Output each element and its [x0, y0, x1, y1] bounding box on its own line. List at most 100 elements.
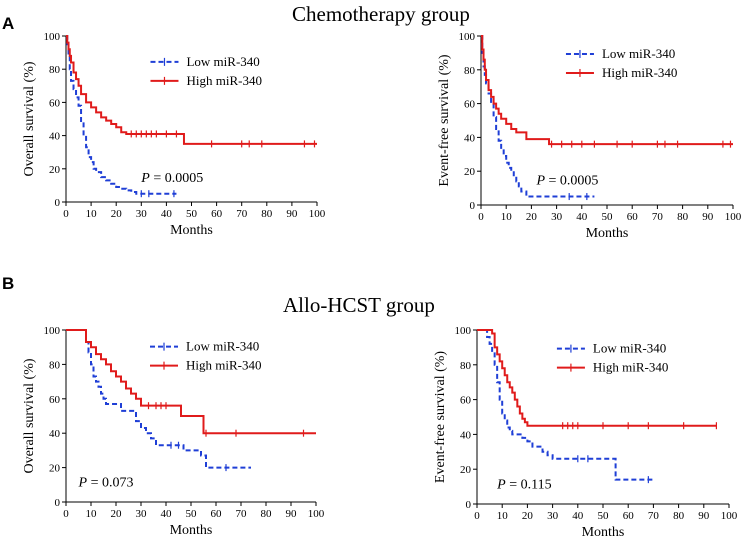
chart-allo-efs: 0 10 20 30 40 50 60 70 80 90 100 0 20 40 60 80 100 Months…: [433, 325, 738, 540]
legend-label-low: Low miR-340: [186, 54, 259, 69]
y-tick-label: 60: [49, 97, 61, 109]
y-tick-label: 80: [464, 65, 476, 77]
y-tick-label: 80: [460, 360, 472, 372]
x-tick-label: 30: [547, 510, 559, 522]
x-tick-label: 80: [677, 211, 689, 223]
x-tick-label: 70: [652, 211, 664, 223]
x-tick-label: 50: [186, 208, 198, 220]
y-axis-label-allo-os: Overall survival (%): [22, 358, 37, 473]
x-tick-label: 20: [111, 208, 123, 220]
panel-letter-a: A: [2, 14, 15, 33]
y-tick-label: 80: [49, 359, 61, 371]
x-tick-label: 40: [576, 211, 588, 223]
x-tick-label: 50: [602, 211, 614, 223]
y-tick-label: 0: [55, 197, 61, 209]
series-high-mir340-chemo-os: [66, 35, 317, 145]
x-tick-label: 30: [136, 208, 148, 220]
x-tick-label: 80: [673, 510, 685, 522]
y-tick-label: 40: [460, 429, 472, 441]
x-tick-label: 100: [721, 510, 738, 522]
x-tick-label: 60: [623, 510, 635, 522]
x-tick-label: 80: [261, 208, 273, 220]
y-tick-label: 20: [49, 164, 61, 176]
legend-label-low: Low miR-340: [186, 339, 259, 354]
x-tick-label: 40: [161, 208, 173, 220]
series-high-mir340-chemo-efs: [481, 35, 733, 146]
x-tick-label: 80: [261, 508, 273, 520]
y-tick-label: 100: [455, 325, 472, 337]
x-tick-label: 0: [63, 208, 69, 220]
x-tick-label: 50: [598, 510, 610, 522]
series-low-mir340-chemo-efs: [481, 35, 595, 198]
x-tick-label: 0: [63, 508, 69, 520]
x-tick-label: 10: [86, 508, 98, 520]
legend-label-high: High miR-340: [602, 65, 677, 80]
x-tick-label: 10: [86, 208, 98, 220]
series-low-mir340-chemo-os: [66, 35, 177, 195]
p-value-chemo-efs: P = 0.0005: [535, 174, 598, 189]
y-tick-label: 80: [49, 64, 61, 76]
x-tick-label: 30: [551, 211, 563, 223]
y-tick-label: 40: [49, 428, 61, 440]
x-tick-label: 70: [236, 508, 248, 520]
series-high-mir340-allo-efs: [477, 329, 717, 427]
x-axis-label-chemo-efs: Months: [586, 226, 629, 241]
y-tick-label: 100: [44, 31, 61, 43]
series-high-mir340-allo-os: [66, 329, 316, 435]
legend-label-high: High miR-340: [186, 358, 261, 373]
x-tick-label: 90: [698, 510, 710, 522]
y-tick-label: 20: [49, 463, 61, 475]
x-tick-label: 60: [211, 208, 223, 220]
y-tick-label: 40: [464, 132, 476, 144]
chart-title-chemotherapy: Chemotherapy group: [292, 2, 470, 26]
legend-label-high: High miR-340: [593, 360, 668, 375]
x-tick-label: 50: [186, 508, 198, 520]
y-tick-label: 60: [49, 394, 61, 406]
x-tick-label: 40: [161, 508, 173, 520]
x-tick-label: 60: [627, 211, 639, 223]
x-tick-label: 20: [526, 211, 538, 223]
y-tick-label: 60: [464, 99, 476, 111]
p-value-allo-efs: P = 0.115: [496, 477, 551, 492]
x-axis-label-allo-efs: Months: [582, 525, 625, 540]
y-axis-label-chemo-os: Overall survival (%): [22, 61, 37, 176]
chart-chemo-os: 0 10 20 30 40 50 60 70 80 90 100 0 20 40 60 80 100 Months…: [22, 31, 326, 238]
x-tick-label: 60: [211, 508, 223, 520]
series-low-mir340-allo-efs: [477, 329, 654, 481]
x-tick-label: 10: [497, 510, 509, 522]
x-tick-label: 70: [648, 510, 660, 522]
y-axis-label-chemo-efs: Event-free survival (%): [437, 54, 452, 186]
chart-title-allo-hcst: Allo-HCST group: [283, 293, 435, 317]
x-tick-label: 90: [702, 211, 714, 223]
y-tick-label: 0: [55, 497, 61, 509]
x-tick-label: 20: [111, 508, 123, 520]
x-axis-label-allo-os: Months: [170, 523, 213, 538]
x-tick-label: 10: [501, 211, 513, 223]
x-tick-label: 90: [286, 208, 298, 220]
legend-label-low: Low miR-340: [602, 46, 675, 61]
x-tick-label: 0: [474, 510, 480, 522]
p-value-chemo-os: P = 0.0005: [140, 171, 203, 186]
panel-letter-b: B: [2, 274, 15, 293]
legend-label-high: High miR-340: [186, 73, 261, 88]
chart-chemo-efs: 0 10 20 30 40 50 60 70 80 90 100 0 20 40 60 80 100 Months…: [437, 31, 742, 241]
x-tick-label: 0: [478, 211, 484, 223]
series-low-mir340-allo-os: [66, 329, 251, 469]
y-tick-label: 0: [466, 499, 472, 511]
y-tick-label: 60: [460, 395, 472, 407]
x-tick-label: 20: [522, 510, 534, 522]
y-tick-label: 20: [464, 166, 476, 178]
x-tick-label: 100: [725, 211, 742, 223]
x-tick-label: 100: [308, 508, 325, 520]
x-tick-label: 30: [136, 508, 148, 520]
chart-allo-os: 0 10 20 30 40 50 60 70 80 90 100 0 20 40 60 80 100 Months…: [22, 325, 325, 538]
x-tick-label: 70: [236, 208, 248, 220]
y-tick-label: 100: [459, 31, 476, 43]
x-tick-label: 100: [309, 208, 326, 220]
y-tick-label: 100: [44, 325, 61, 337]
legend-label-low: Low miR-340: [593, 341, 666, 356]
y-axis-label-allo-efs: Event-free survival (%): [433, 351, 448, 483]
p-value-allo-os: P = 0.073: [78, 476, 134, 491]
x-tick-label: 90: [286, 508, 298, 520]
